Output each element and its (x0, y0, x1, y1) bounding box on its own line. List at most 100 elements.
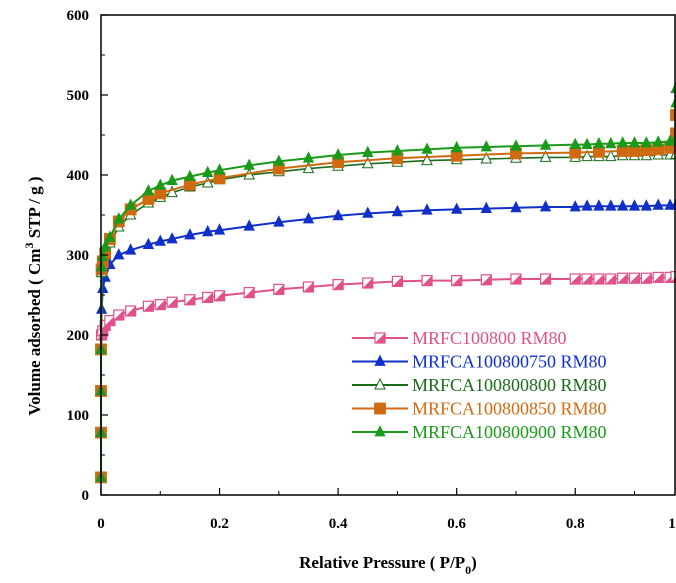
data-point (510, 273, 522, 285)
legend-label: MRFC100800 RM80 (412, 328, 567, 348)
data-point (391, 204, 404, 217)
data-point (302, 151, 315, 163)
data-point (617, 272, 629, 284)
data-point (421, 142, 433, 154)
legend-item: MRFCA100800900 RM80 (352, 422, 607, 442)
data-point (628, 272, 641, 284)
data-point (202, 165, 214, 178)
data-point (302, 161, 315, 174)
data-point (243, 158, 255, 170)
axis-ticks: 0 100 200 300 400 500 600 0 0.2 0.4 0.6 0.8 1 (67, 8, 676, 532)
data-point (302, 212, 315, 224)
data-point (273, 154, 285, 166)
y-tick-label: 0 (82, 488, 90, 504)
data-point (670, 141, 676, 153)
data-point (124, 243, 137, 255)
data-point (421, 203, 433, 215)
data-point (113, 309, 125, 321)
data-point (113, 248, 125, 260)
data-point (213, 223, 226, 235)
data-point (154, 234, 166, 246)
data-point (652, 198, 664, 210)
data-point (593, 199, 605, 211)
data-point (374, 332, 386, 344)
data-point (581, 273, 593, 285)
data-point (332, 208, 344, 221)
data-point (569, 273, 581, 285)
data-point (539, 200, 552, 212)
data-point (154, 178, 166, 190)
data-point (605, 136, 617, 149)
data-point (480, 201, 492, 214)
data-point (640, 272, 652, 284)
data-point (243, 287, 255, 299)
data-point (125, 305, 137, 317)
data-point (154, 299, 166, 311)
y-tick-label: 400 (67, 168, 90, 184)
data-point (539, 273, 552, 285)
data-point (184, 294, 196, 306)
data-point (605, 273, 617, 285)
data-point (628, 199, 641, 211)
data-point (670, 127, 676, 140)
data-point (451, 202, 463, 214)
data-point (539, 138, 552, 150)
data-point (640, 199, 653, 211)
data-point (184, 228, 196, 240)
data-point (652, 271, 664, 283)
legend: MRFC100800 RM80 MRFCA100800750 RM80 MRFCA1… (352, 328, 607, 442)
data-point (652, 135, 664, 147)
data-point (142, 237, 155, 250)
data-point (243, 219, 255, 231)
data-point (480, 140, 492, 152)
y-axis-label-tail: STP / g ) (25, 176, 44, 242)
data-point (202, 224, 214, 237)
y-tick-label: 200 (67, 328, 90, 344)
data-point (213, 163, 226, 175)
data-point (273, 283, 285, 295)
data-point (581, 149, 593, 162)
data-point (374, 377, 386, 390)
x-tick-label: 0.2 (210, 516, 229, 532)
x-axis-label-tail: ) (471, 553, 477, 572)
data-point (166, 173, 178, 186)
data-point (569, 200, 581, 212)
data-point (617, 136, 629, 148)
data-point (451, 275, 463, 287)
data-point (593, 273, 605, 285)
data-point (142, 300, 155, 312)
y-tick-label: 500 (67, 88, 90, 104)
x-tick-label: 0.4 (329, 516, 348, 532)
data-point (539, 150, 552, 162)
data-point (142, 184, 155, 196)
x-axis-label-main: Relative Pressure ( P/P (299, 553, 465, 572)
x-tick-label: 1 (668, 516, 676, 532)
data-point (581, 199, 593, 211)
data-point (97, 281, 109, 294)
y-tick-label: 300 (67, 248, 90, 264)
data-point (617, 199, 629, 211)
data-point (480, 151, 493, 164)
legend-label: MRFCA100800850 RM80 (412, 399, 607, 419)
x-tick-label: 0 (97, 516, 105, 532)
data-point (480, 274, 492, 286)
data-point (670, 109, 676, 121)
data-point (124, 198, 137, 210)
y-tick-label: 600 (67, 8, 90, 24)
legend-item: MRFC100800 RM80 (352, 328, 567, 348)
data-point (510, 139, 522, 151)
x-tick-label: 0.6 (447, 516, 466, 532)
y-axis-label: Volume adsorbed ( Cm3 STP / g ) (22, 176, 44, 415)
y-axis-label-superscript: 3 (22, 243, 36, 249)
legend-label: MRFCA100800750 RM80 (412, 352, 607, 372)
data-point (202, 291, 214, 303)
data-point (374, 425, 386, 437)
data-point (569, 137, 581, 150)
data-point (391, 275, 403, 287)
series-5 (95, 81, 676, 482)
data-point (581, 137, 593, 150)
data-point (184, 169, 196, 182)
legend-item: MRFCA100800750 RM80 (352, 352, 607, 372)
data-point (362, 277, 374, 289)
